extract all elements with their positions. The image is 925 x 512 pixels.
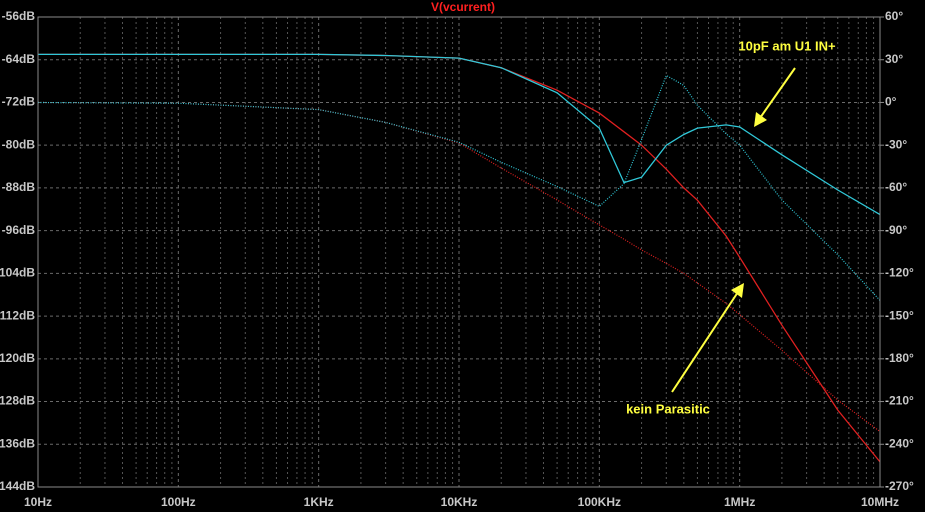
y2-tick-label: -60° [885,180,907,194]
x-tick-label: 1KHz [304,495,334,509]
y-tick-label: 128dB [0,394,35,408]
y2-tick-label: 60° [885,9,903,23]
x-tick-label: 10MHz [861,495,899,509]
y-tick-label: -56dB [2,9,36,23]
y-tick-label: -96dB [2,223,36,237]
y-tick-label: 104dB [0,266,35,280]
y-tick-label: -88dB [2,180,36,194]
y-tick-label: 112dB [0,308,35,322]
y2-tick-label: -240° [885,436,914,450]
y-tick-label: 136dB [0,436,35,450]
y-tick-label: 120dB [0,351,35,365]
y-tick-label: -72dB [2,95,36,109]
arrow [759,67,796,119]
y2-tick-label: -180° [885,351,914,365]
y2-tick-label: 30° [885,52,903,66]
y2-tick-label: -210° [885,394,914,408]
x-tick-label: 10Hz [24,495,52,509]
arrowhead [731,283,744,298]
y-tick-label: 144dB [0,479,35,493]
y2-tick-label: -120° [885,266,914,280]
y2-tick-label: -270° [885,479,914,493]
annotation: kein Parasitic [626,401,710,416]
arrow [671,291,739,393]
series-line [38,53,881,216]
y2-tick-label: -30° [885,137,907,151]
annotation-arrows [671,67,796,393]
y2-tick-label: -150° [885,308,914,322]
y2-tick-label: -90° [885,223,907,237]
series-line [37,74,881,301]
arrowhead [754,112,767,127]
x-tick-label: 10KHz [441,495,478,509]
y-tick-label: -80dB [2,137,36,151]
x-tick-label: 100Hz [161,495,196,509]
plot-frame [37,16,881,488]
x-tick-label: 1MHz [724,495,755,509]
x-tick-label: 100KHz [578,495,621,509]
y2-tick-label: 0° [885,95,897,109]
y-tick-label: -64dB [2,52,36,66]
annotation: 10pF am U1 IN+ [738,38,836,53]
chart-title: V(vcurrent) [431,0,495,14]
